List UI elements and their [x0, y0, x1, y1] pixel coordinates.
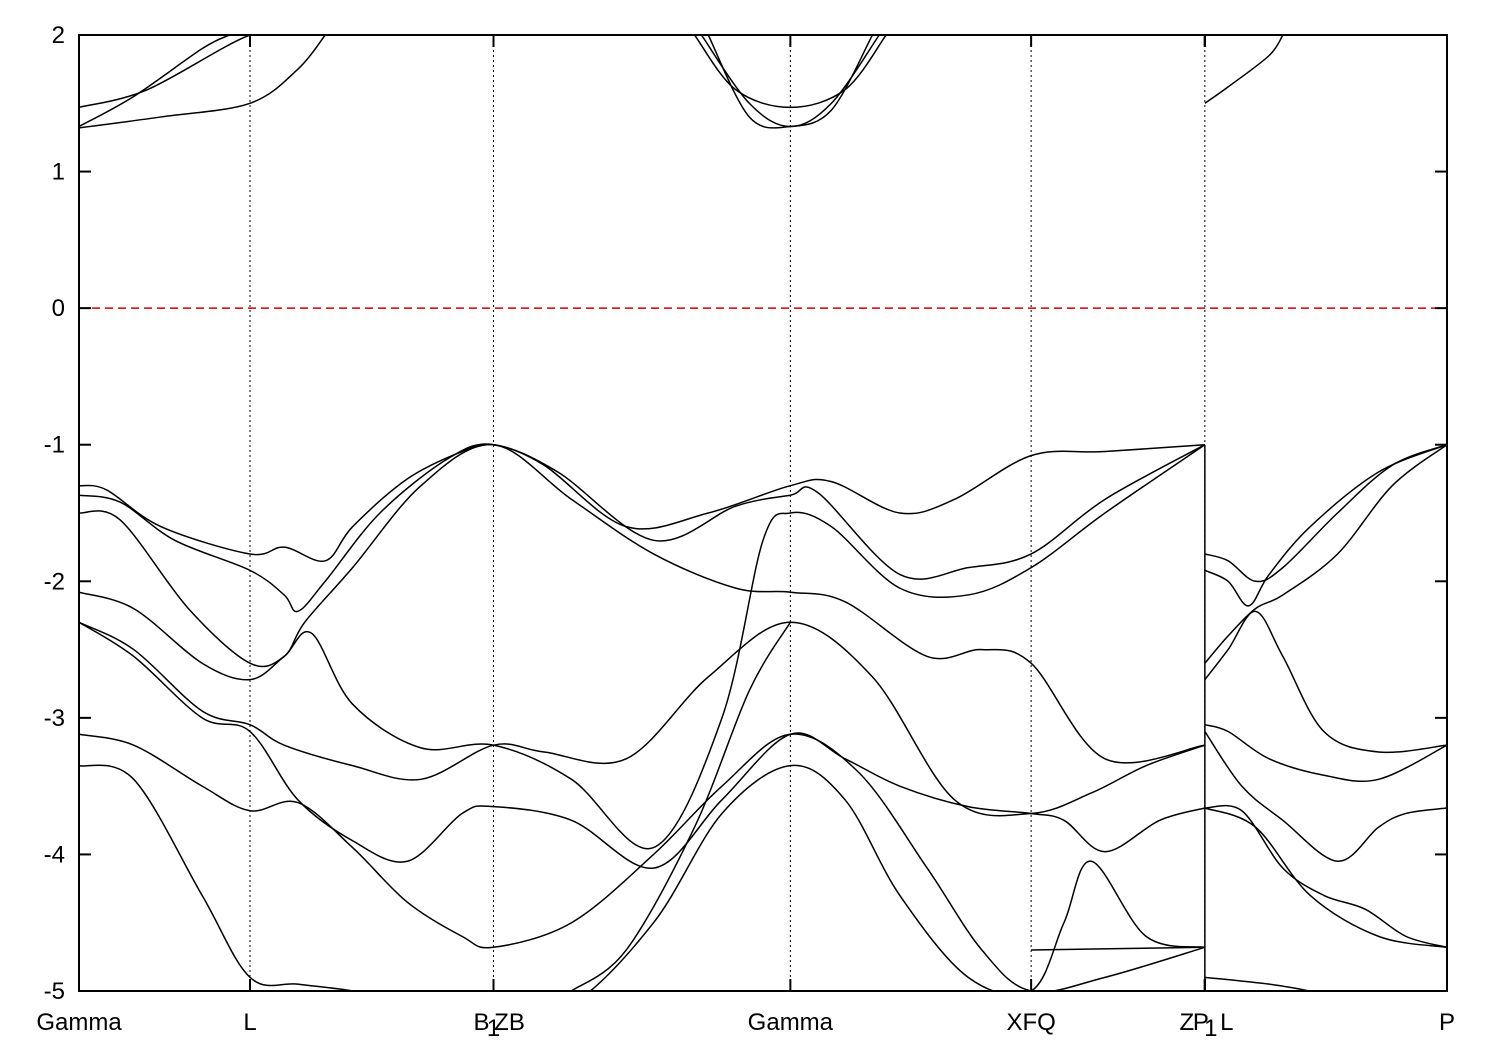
x-tick-label: Gamma: [36, 1009, 122, 1036]
band-line: [79, 443, 1205, 764]
band-line: [1204, 444, 1447, 607]
band-line: [1204, 807, 1447, 949]
band-line: [1204, 35, 1284, 104]
band-line: [79, 35, 326, 129]
x-tick-label: L: [1220, 1009, 1233, 1036]
band-line: [79, 443, 1206, 613]
y-tick-label: -5: [44, 978, 65, 1005]
x-tick-label: ZB: [494, 1009, 525, 1036]
band-line: [79, 443, 1205, 562]
grid-lines: [249, 35, 1206, 991]
band-line: [707, 35, 874, 129]
y-tick-label: 1: [52, 159, 65, 186]
x-tick-label: P: [1439, 1009, 1455, 1036]
band-line: [571, 621, 792, 991]
y-tick-label: -4: [44, 841, 65, 868]
band-line: [1204, 804, 1447, 949]
band-lines: [79, 35, 1447, 991]
band-line: [79, 764, 1205, 991]
band-line: [79, 444, 1206, 850]
y-tick-label: -2: [44, 568, 65, 595]
x-tick-label: P: [1193, 1009, 1209, 1036]
band-line: [1204, 723, 1447, 783]
x-tick-label: L: [243, 1009, 256, 1036]
band-line: [694, 35, 887, 109]
band-line: [1204, 444, 1447, 664]
x-tick-label: XFQ: [1006, 1009, 1055, 1036]
y-tick-label: 2: [52, 22, 65, 49]
band-line: [79, 621, 1206, 869]
band-line: [1204, 610, 1447, 754]
x-tick-label: B: [473, 1009, 489, 1036]
band-line: [1204, 976, 1311, 991]
y-tick-label: 0: [52, 295, 65, 322]
x-tick-label: 1: [1204, 1015, 1217, 1042]
y-axis-ticks: 2 1 0 -1 -2 -3 -4 -5: [44, 22, 1447, 1005]
band-line: [79, 733, 1206, 991]
x-tick-label: Gamma: [748, 1009, 834, 1036]
plot-frame: [78, 34, 1448, 992]
band-line: [1031, 946, 1205, 951]
x-tick-label: 1: [487, 1015, 500, 1042]
band-line: [79, 35, 339, 109]
x-tick-label: Z: [1180, 1009, 1195, 1036]
band-line: [1204, 731, 1447, 863]
y-tick-label: -3: [44, 705, 65, 732]
band-line: [79, 35, 230, 128]
y-tick-label: -1: [44, 432, 65, 459]
band-line: [79, 621, 1206, 817]
